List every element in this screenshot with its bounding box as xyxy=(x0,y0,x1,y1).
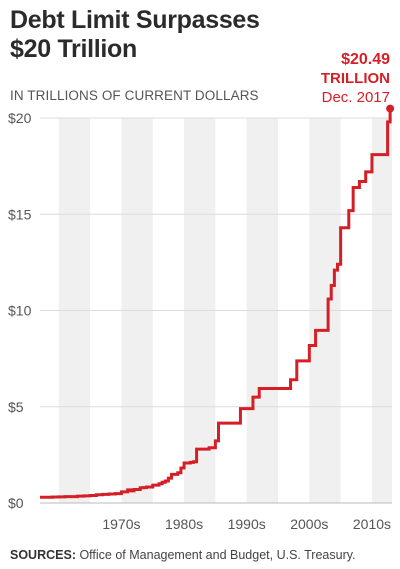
source-label: SOURCES: xyxy=(10,548,76,562)
title-line-2: $20 Trillion xyxy=(10,35,138,63)
y-tick-label: $0 xyxy=(8,495,24,511)
x-tick-label: 2010s xyxy=(353,516,391,532)
chart-subtitle: IN TRILLIONS OF CURRENT DOLLARS xyxy=(10,88,259,103)
source-note: SOURCES: Office of Management and Budget… xyxy=(10,548,356,562)
chart-title: Debt Limit Surpasses $20 Trillion xyxy=(10,6,310,64)
x-tick-label: 1970s xyxy=(102,516,140,532)
gridlines xyxy=(40,117,392,504)
y-axis-ticks: $0 $5 $10 $15 $20 xyxy=(8,110,32,511)
callout-date: Dec. 2017 xyxy=(321,89,390,106)
latest-point-marker xyxy=(386,104,395,113)
x-axis-ticks: 1970s 1980s 1990s 2000s 2010s xyxy=(102,516,391,532)
callout-unit: TRILLION xyxy=(320,70,390,87)
callout-value: $20.49 xyxy=(341,51,390,68)
latest-value-callout: $20.49 TRILLION Dec. 2017 xyxy=(280,50,390,107)
y-tick-label: $5 xyxy=(8,399,24,415)
debt-limit-chart: $0 $5 $10 $15 $20 1970s 1980s 1990s 2000s 2010s xyxy=(8,104,395,532)
y-tick-label: $15 xyxy=(8,206,32,222)
title-line-1: Debt Limit Surpasses xyxy=(10,6,260,34)
x-tick-label: 1990s xyxy=(228,516,266,532)
source-text: Office of Management and Budget, U.S. Tr… xyxy=(75,548,356,562)
y-tick-label: $10 xyxy=(8,303,32,319)
y-tick-label: $20 xyxy=(8,110,32,126)
x-tick-label: 2000s xyxy=(290,516,328,532)
debt-limit-line xyxy=(40,108,392,499)
x-tick-label: 1980s xyxy=(165,516,203,532)
